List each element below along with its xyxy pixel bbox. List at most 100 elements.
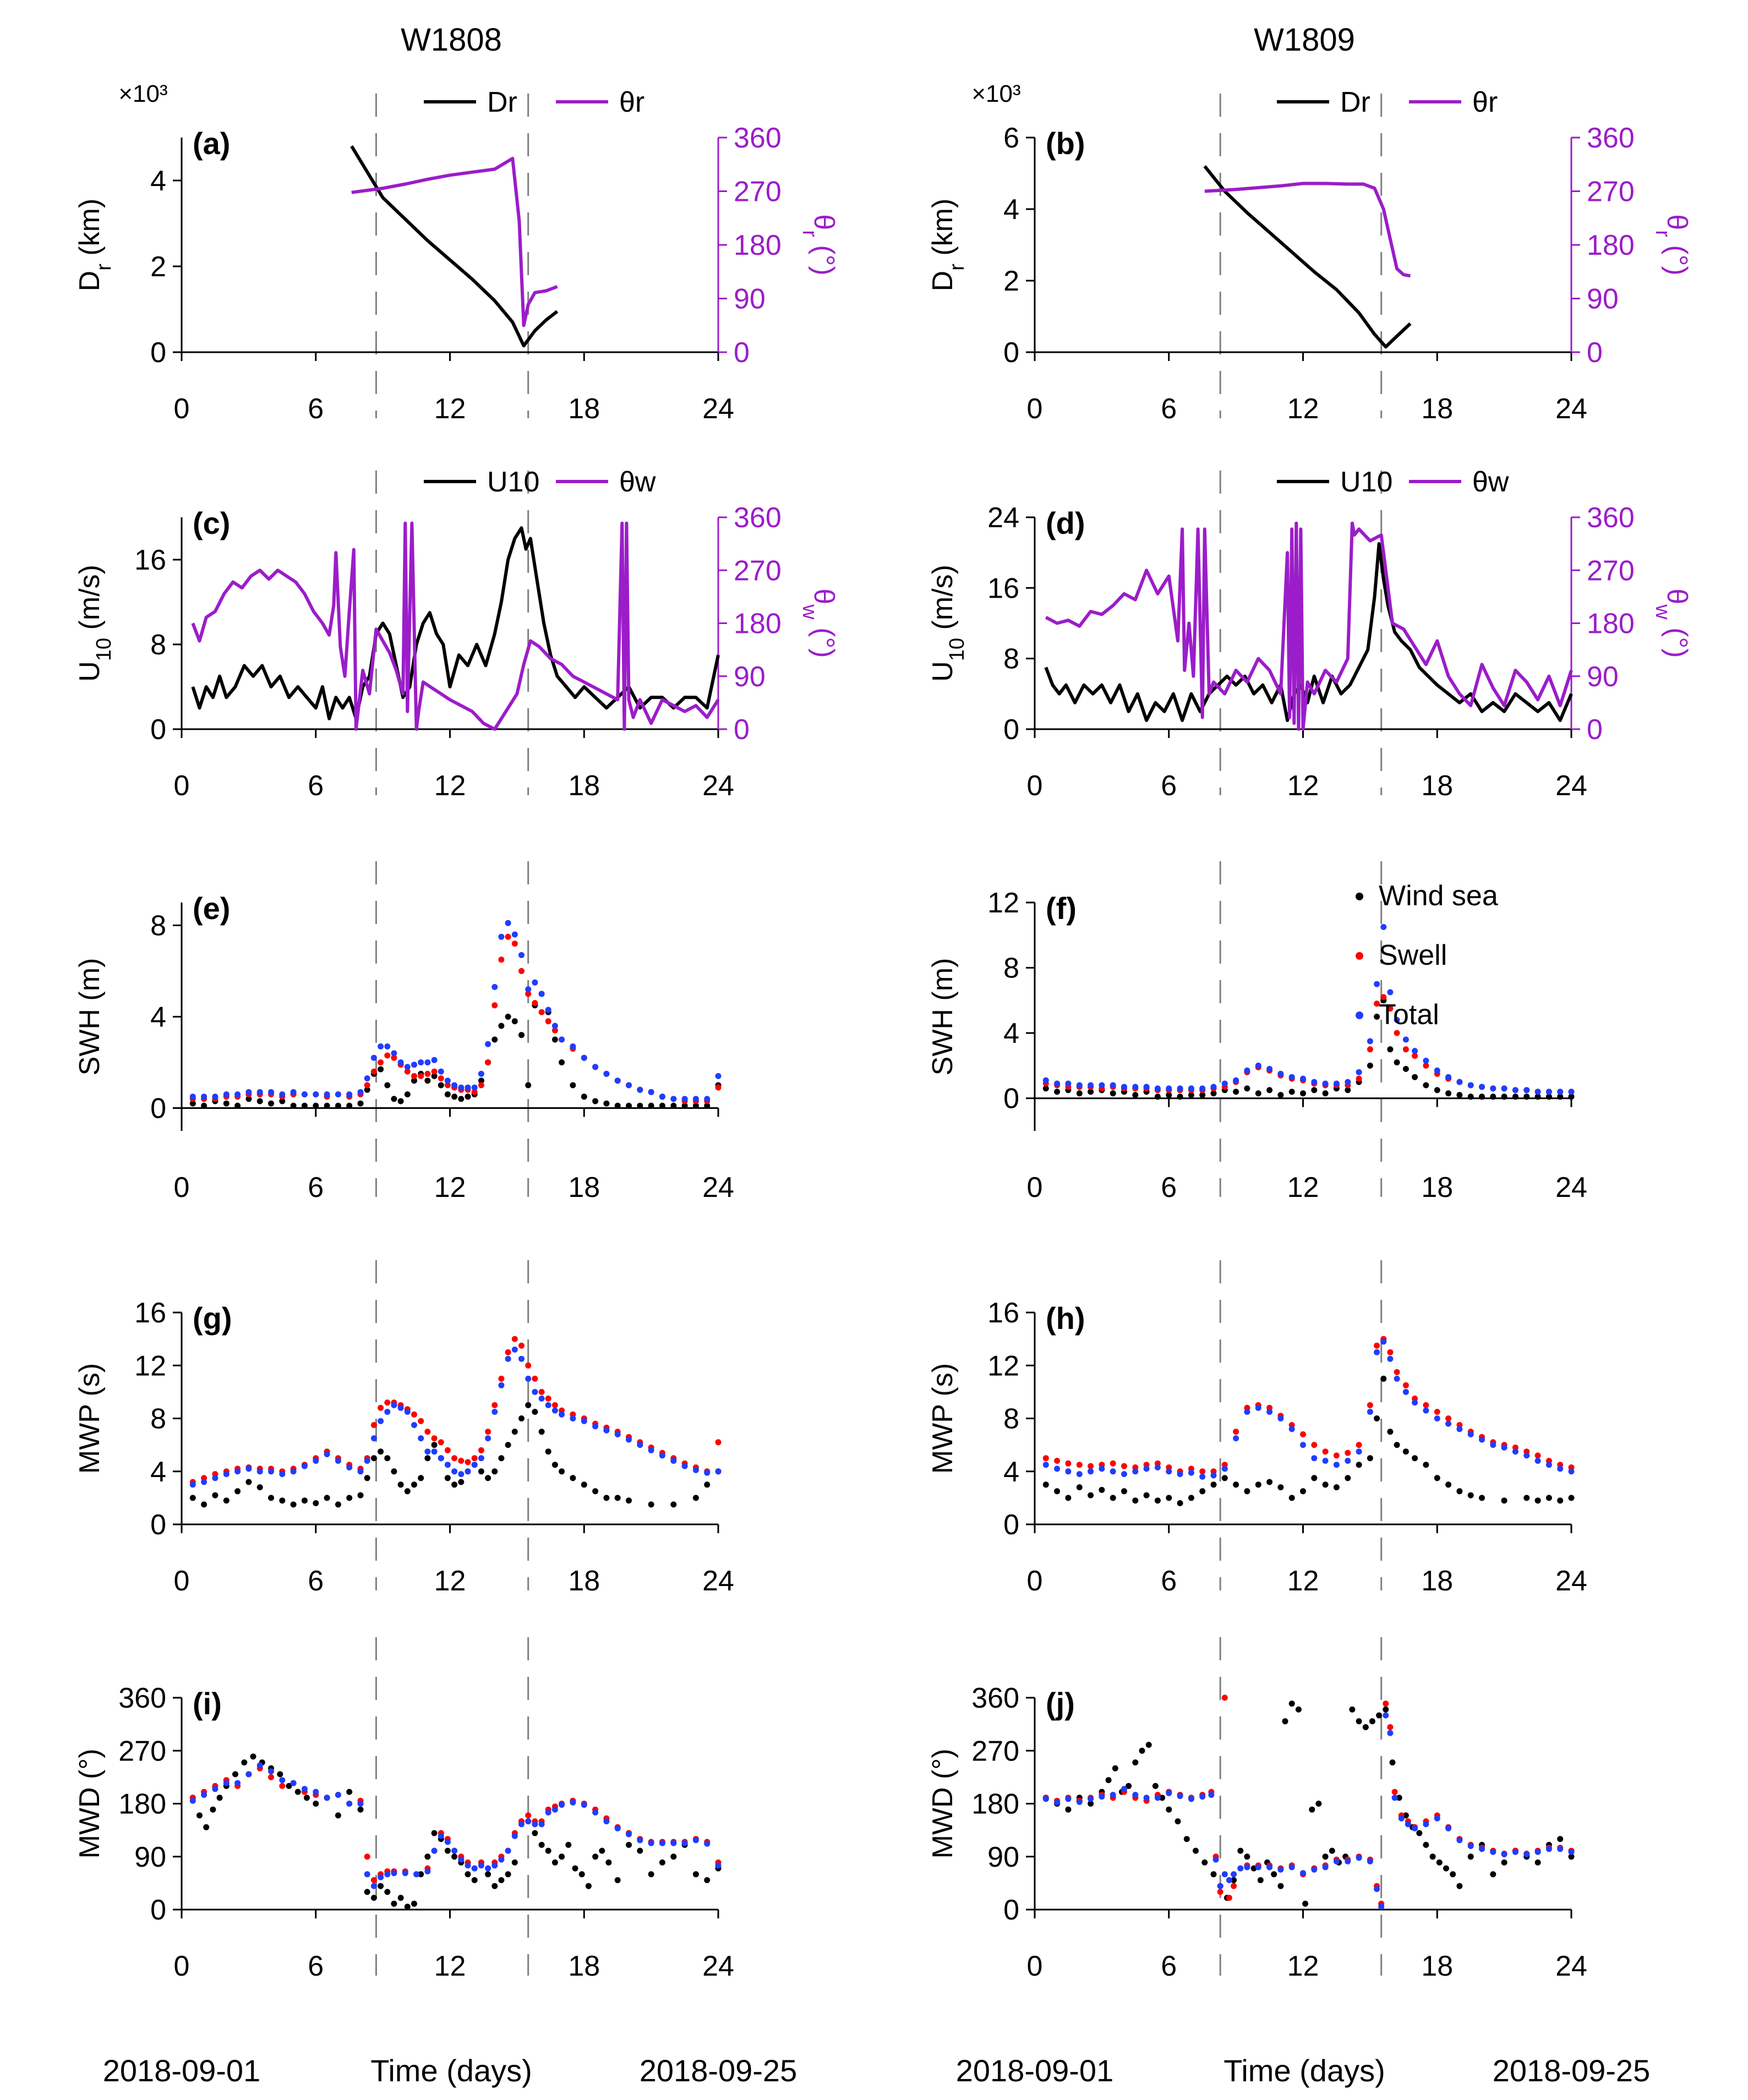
x-tick-label: 6 (308, 1172, 324, 1204)
column-title-w1808: W1808 (401, 22, 502, 58)
point-total (1512, 1087, 1518, 1093)
point-total (1311, 1866, 1318, 1873)
point-swell (498, 956, 505, 963)
point-wind-sea (397, 1098, 404, 1104)
point-wind-sea (626, 1841, 632, 1848)
point-total (485, 1865, 491, 1872)
point-total (637, 1086, 643, 1093)
point-total (648, 1840, 654, 1846)
column-title-w1809: W1809 (1254, 22, 1355, 58)
point-wind-sea (203, 1824, 210, 1830)
point-wind-sea (585, 1883, 592, 1889)
point-total (324, 1795, 330, 1801)
x-tick-label: 24 (702, 1172, 734, 1204)
point-wind-sea (1450, 1871, 1456, 1878)
point-wind-sea (301, 1102, 308, 1109)
point-wind-sea (1266, 1479, 1273, 1485)
point-total (1288, 1864, 1295, 1871)
y-tick-label: 8 (1003, 953, 1019, 985)
point-total (1402, 1036, 1409, 1043)
point-total (1199, 1473, 1206, 1480)
legend-label-primary: Dr (487, 86, 517, 118)
point-total (1534, 1849, 1541, 1855)
point-wind-sea (1434, 1475, 1440, 1481)
x-tick-label: 12 (434, 393, 466, 425)
point-wind-sea (1568, 1495, 1575, 1501)
point-wind-sea (1042, 1481, 1049, 1488)
point-total (532, 979, 538, 986)
point-total (1512, 1849, 1518, 1855)
y-tick-label: 16 (134, 544, 166, 576)
point-swell (1217, 1889, 1223, 1895)
point-wind-sea (384, 1889, 391, 1895)
point-total (1154, 1795, 1161, 1801)
x-tick-label: 6 (1161, 1950, 1177, 1982)
point-wind-sea (1201, 1859, 1208, 1866)
point-total (1557, 1846, 1564, 1852)
point-swell (715, 1084, 722, 1091)
point-total (1065, 1080, 1072, 1087)
x-tick-label: 12 (1287, 393, 1319, 425)
point-wind-sea (1210, 1871, 1217, 1878)
point-wind-sea (268, 1100, 274, 1107)
point-wind-sea (438, 1082, 444, 1089)
point-wind-sea (1315, 1801, 1322, 1807)
legend-marker-total (1356, 1011, 1363, 1019)
point-total (1177, 1471, 1183, 1478)
point-wind-sea (491, 1883, 498, 1889)
point-wind-sea (1443, 1865, 1449, 1872)
point-wind-sea (1210, 1481, 1217, 1488)
point-total (1244, 1864, 1250, 1871)
point-wind-sea (189, 1100, 196, 1107)
point-total (444, 1462, 451, 1468)
point-swell (1423, 1062, 1429, 1069)
x-tick-label: 12 (1287, 1565, 1319, 1597)
point-total (1088, 1796, 1094, 1802)
point-total (357, 1468, 364, 1475)
point-wind-sea (346, 1789, 353, 1795)
point-total (704, 1840, 711, 1847)
point-wind-sea (1166, 1495, 1172, 1501)
point-total (431, 1448, 438, 1455)
x-tick-label: 0 (174, 393, 190, 425)
point-total (1322, 1080, 1329, 1087)
point-total (1412, 1825, 1418, 1831)
point-wind-sea (444, 1847, 451, 1854)
point-wind-sea (1154, 1497, 1161, 1504)
point-wind-sea (570, 1082, 576, 1089)
point-swell (384, 1399, 391, 1406)
point-total (1367, 1038, 1373, 1044)
point-wind-sea (1322, 1853, 1329, 1860)
point-total (1423, 1821, 1429, 1828)
point-total (1244, 1067, 1250, 1074)
point-total (324, 1091, 330, 1098)
point-total (1266, 1409, 1273, 1415)
point-total (465, 1084, 471, 1091)
point-total (438, 1455, 444, 1462)
point-total (346, 1464, 353, 1470)
point-wind-sea (1416, 1830, 1423, 1836)
point-swell (384, 1052, 391, 1059)
point-wind-sea (424, 1455, 431, 1462)
point-total (444, 1839, 451, 1845)
y-tick-label: 0 (150, 1093, 166, 1125)
series-line-theta-w (191, 521, 720, 731)
panel-g-mwp: 0 6 12 18 24 0 4 8 12 16 MWP (s) (g) (74, 1260, 734, 1597)
point-wind-sea (1054, 1089, 1061, 1095)
point-wind-sea (670, 1102, 677, 1109)
point-wind-sea (1255, 1090, 1261, 1097)
x-tick-label: 18 (1421, 1950, 1453, 1982)
point-total (313, 1091, 319, 1098)
point-wind-sea (545, 1847, 551, 1854)
point-total (592, 1423, 599, 1430)
point-total (357, 1801, 364, 1807)
point-wind-sea (1501, 1497, 1507, 1504)
point-swell (491, 1402, 498, 1408)
point-total (648, 1447, 654, 1453)
point-total (1445, 1074, 1452, 1080)
point-total (581, 1802, 587, 1808)
point-total (1277, 1070, 1284, 1077)
x-tick-label: 12 (1287, 1172, 1319, 1204)
point-wind-sea (1557, 1093, 1564, 1100)
point-total (245, 1089, 252, 1095)
